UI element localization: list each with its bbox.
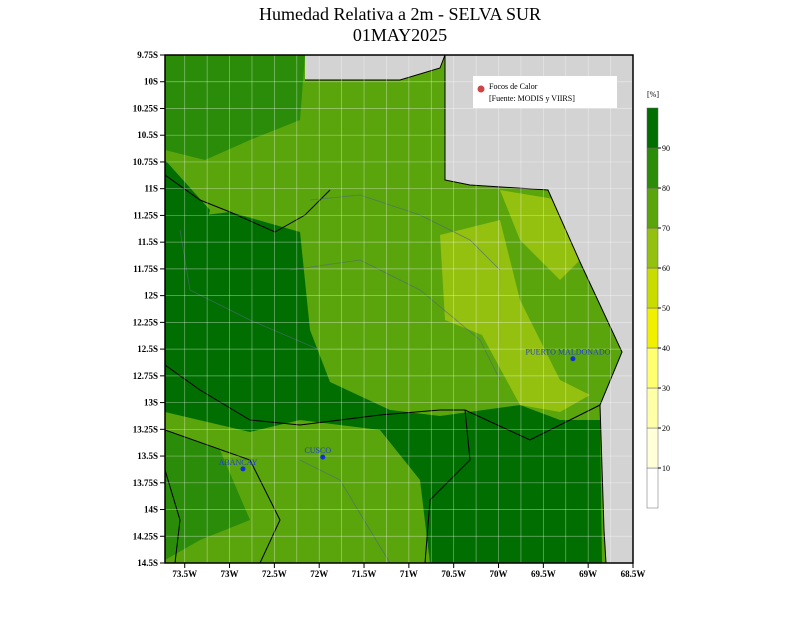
x-tick-label: 71.5W: [352, 569, 377, 579]
colorbar-swatch: [646, 387, 659, 429]
field: [165, 55, 305, 160]
place-label: ABANCAY: [219, 458, 258, 467]
field: [440, 220, 590, 412]
y-tick-label: 11S: [144, 184, 158, 194]
legend-box: [473, 76, 617, 108]
x-tick-label: 68.5W: [621, 569, 646, 579]
colorbar-swatch: [646, 427, 659, 469]
title: Humedad Relativa a 2m - SELVA SUR: [259, 4, 541, 24]
x-tick-label: 69W: [579, 569, 597, 579]
colorbar-swatch: [646, 187, 659, 229]
legend-marker: [477, 85, 485, 93]
y-tick-label: 13S: [144, 398, 158, 408]
place-marker: [320, 454, 326, 460]
y-tick-label: 12.75S: [133, 371, 158, 381]
colorbar-swatch: [646, 347, 659, 389]
y-tick-label: 11.5S: [138, 237, 158, 247]
y-tick-label: 13.5S: [137, 451, 158, 461]
colorbar-label: 10: [662, 464, 670, 473]
place-label: PUERTO MALDONADO: [525, 348, 610, 357]
borders: [165, 55, 623, 563]
legend-item: Focos de Calor: [489, 82, 538, 91]
field: [165, 160, 210, 260]
y-tick-label: 11.25S: [133, 210, 158, 220]
map-fields: [165, 55, 633, 563]
map-frame: [164, 54, 634, 564]
x-tick-label: 73W: [221, 569, 239, 579]
y-tick-label: 9.75S: [137, 50, 158, 60]
rivers: [179, 194, 501, 563]
colorbar-label: 90: [662, 144, 670, 153]
colorbar-label: 40: [662, 344, 670, 353]
colorbar-swatch: [646, 307, 659, 349]
y-tick-label: 10.75S: [133, 157, 158, 167]
field: [165, 430, 250, 560]
colorbar-swatch: [646, 227, 659, 269]
y-tick-label: 12S: [144, 291, 158, 301]
y-tick-label: 11.75S: [133, 264, 158, 274]
colorbar-swatch: [646, 107, 659, 149]
place-label: CUSCO: [304, 446, 331, 455]
legend-item: [Fuente: MODIS y VIIRS]: [489, 94, 575, 103]
colorbar-label: 80: [662, 184, 670, 193]
colorbar-label: 70: [662, 224, 670, 233]
y-tick-label: 12.5S: [137, 344, 158, 354]
place-marker: [240, 466, 246, 472]
y-tick-label: 13.75S: [133, 478, 158, 488]
colorbar-swatch: [646, 467, 659, 509]
land-outside: [305, 55, 445, 80]
x-tick-label: 71W: [400, 569, 418, 579]
y-tick-label: 10S: [144, 77, 158, 87]
y-tick-label: 14.5S: [137, 558, 158, 568]
x-tick-label: 72W: [310, 569, 328, 579]
y-tick-label: 13.25S: [133, 424, 158, 434]
colorbar-label: 50: [662, 304, 670, 313]
field: [165, 212, 602, 563]
x-tick-label: 72.5W: [262, 569, 287, 579]
x-tick-label: 73.5W: [172, 569, 197, 579]
colorbar: 10 20 30 40 50 60 70 80 90: [646, 107, 670, 509]
y-tick-label: 10.5S: [137, 130, 158, 140]
x-tick-label: 69.5W: [531, 569, 556, 579]
colorbar-unit: [%]: [647, 90, 659, 99]
y-tick-label: 10.25S: [133, 103, 158, 113]
x-tick-label: 70.5W: [441, 569, 466, 579]
colorbar-label: 30: [662, 384, 670, 393]
land-outside: [445, 55, 633, 563]
subtitle: 01MAY2025: [353, 25, 447, 45]
x-tick-label: 70W: [490, 569, 508, 579]
colorbar-swatch: [646, 267, 659, 309]
colorbar-label: 20: [662, 424, 670, 433]
y-tick-label: 12.25S: [133, 317, 158, 327]
colorbar-label: 60: [662, 264, 670, 273]
y-tick-label: 14.25S: [133, 531, 158, 541]
y-tick-label: 14S: [144, 505, 158, 515]
colorbar-swatch: [646, 147, 659, 189]
legend: Focos de Calor [Fuente: MODIS y VIIRS]: [473, 76, 617, 108]
place-marker: [570, 356, 576, 362]
